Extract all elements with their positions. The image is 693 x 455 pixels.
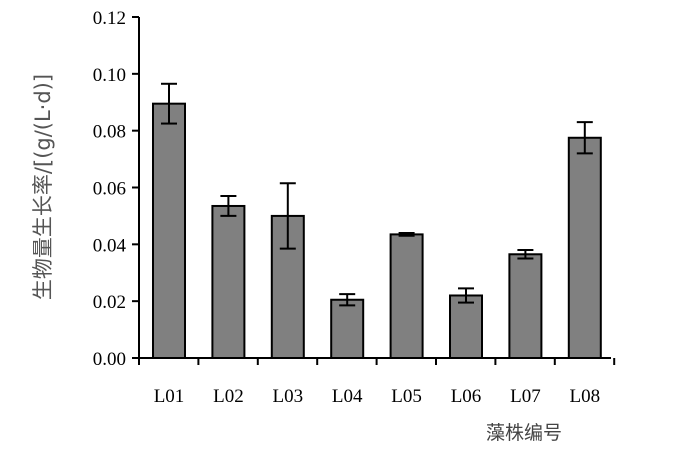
x-tick-label: L04 (332, 386, 363, 407)
x-tick-label: L08 (569, 386, 600, 407)
error-bars-layer (161, 82, 593, 307)
x-axis-title: 藻株编号 (486, 422, 562, 444)
x-tick-label: L02 (213, 386, 244, 407)
x-tick-label: L01 (154, 386, 185, 407)
y-tick-label: 0.02 (93, 292, 126, 313)
x-ticks: L01 L02 L03 L04 L05 L06 L07 L08 (138, 358, 616, 407)
bar-l02 (211, 204, 246, 359)
y-ticks: 0.00 0.02 0.04 0.06 0.08 0.10 0.12 (93, 8, 139, 370)
bar-l07 (508, 253, 543, 359)
y-tick-label: 0.06 (93, 179, 126, 200)
y-tick-label: 0.12 (93, 8, 126, 29)
y-tick-label: 0.00 (93, 349, 126, 370)
bar-l08 (567, 136, 602, 359)
bar-l01 (152, 102, 186, 359)
bar-l06 (449, 294, 483, 360)
y-tick-label: 0.10 (93, 65, 126, 86)
bar-l04 (330, 298, 365, 359)
bars-layer (152, 102, 602, 360)
y-tick-label: 0.08 (93, 122, 126, 143)
y-tick-label: 0.04 (93, 235, 127, 256)
bar-l05 (389, 233, 424, 359)
x-tick-label: L03 (272, 386, 303, 407)
x-tick-label: L07 (510, 386, 541, 407)
x-tick-label: L05 (391, 386, 422, 407)
y-axis-title: 生物量生长率/[(g/(L·d)] (31, 74, 55, 300)
x-tick-label: L06 (451, 386, 482, 407)
